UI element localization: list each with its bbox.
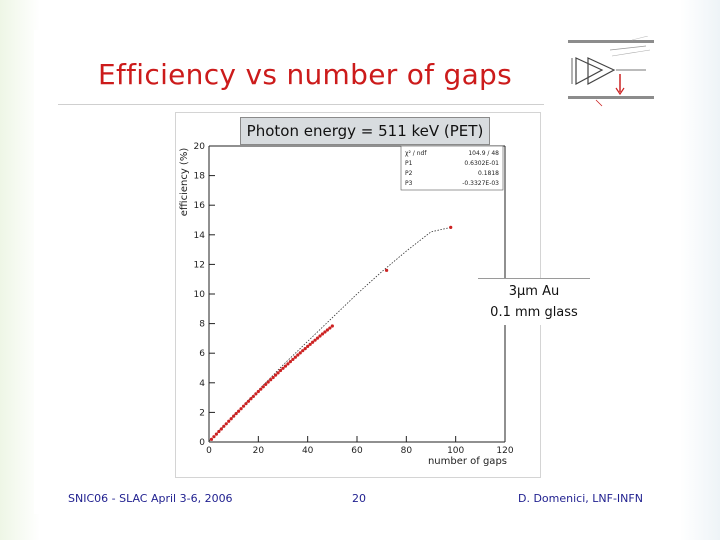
x-tick-label: 80 <box>401 446 413 456</box>
y-tick-label: 18 <box>194 172 206 182</box>
stats-value-p3: -0.3327E-03 <box>462 180 499 187</box>
stats-value-p1: 0.6302E-01 <box>464 160 499 167</box>
y-tick-label: 10 <box>194 290 206 300</box>
y-tick-label: 2 <box>199 408 205 418</box>
stats-value-p2: 0.1818 <box>478 170 499 177</box>
y-axis-title: efficiency (%) <box>179 148 190 217</box>
data-point <box>328 326 332 330</box>
data-point <box>249 397 253 401</box>
slide-title: Efficiency vs number of gaps <box>98 58 513 91</box>
data-point <box>232 414 236 418</box>
stats-label-p1: P1 <box>405 160 413 167</box>
data-point <box>296 353 300 357</box>
data-point <box>291 357 295 362</box>
data-point <box>293 355 297 359</box>
coating-glass-label: 0.1 mm glass <box>490 305 578 320</box>
data-point <box>227 419 231 423</box>
data-point <box>385 268 389 272</box>
data-point <box>278 368 283 373</box>
y-tick-label: 14 <box>194 231 206 241</box>
footer-author: D. Domenici, LNF-INFN <box>518 492 643 505</box>
footer-page-number: 20 <box>352 492 366 505</box>
x-tick-label: 100 <box>447 446 464 456</box>
data-point <box>212 435 216 439</box>
stats-value-chi2: 104.9 / 48 <box>468 150 499 157</box>
x-axis-ticks: 0 20 40 60 80 100 120 <box>206 436 514 456</box>
y-tick-label: 12 <box>194 260 205 270</box>
stats-label-chi2: χ² / ndf <box>405 150 427 157</box>
data-point <box>298 351 302 355</box>
stats-label-p2: P2 <box>405 170 413 177</box>
data-point <box>320 332 325 336</box>
x-tick-label: 40 <box>302 446 314 456</box>
data-point <box>214 432 218 436</box>
y-tick-label: 8 <box>199 320 205 330</box>
data-points <box>209 225 453 441</box>
data-point <box>222 424 226 428</box>
data-point <box>244 402 248 406</box>
data-point <box>261 385 265 389</box>
data-point <box>229 417 233 421</box>
stats-label-p3: P3 <box>405 180 413 187</box>
x-axis-title: number of gaps <box>428 456 507 467</box>
data-point <box>266 380 270 384</box>
x-tick-label: 60 <box>351 446 363 456</box>
coating-label: 3μm Au 0.1 mm glass <box>478 278 590 325</box>
data-point <box>239 407 243 411</box>
y-tick-label: 0 <box>199 438 205 448</box>
data-point <box>303 347 307 351</box>
data-point <box>306 344 310 348</box>
data-point <box>308 342 312 346</box>
y-axis-ticks: 0 2 4 6 8 10 12 14 16 18 20 <box>194 142 215 448</box>
data-point <box>224 422 228 426</box>
data-point <box>259 387 263 391</box>
data-point <box>219 427 223 431</box>
data-point <box>288 360 292 364</box>
fit-stats-box: χ² / ndf 104.9 / 48 P1 0.6302E-01 P2 0.1… <box>400 145 504 191</box>
data-point <box>286 362 290 366</box>
y-tick-label: 6 <box>199 349 205 359</box>
data-point <box>318 334 322 338</box>
data-point <box>241 404 246 408</box>
data-point <box>313 338 317 342</box>
x-tick-label: 20 <box>253 446 265 456</box>
data-point <box>237 409 241 413</box>
data-point <box>449 225 453 229</box>
data-point <box>217 429 221 434</box>
fit-curve <box>208 227 451 442</box>
data-point <box>325 328 329 332</box>
data-point <box>234 411 238 416</box>
x-tick-label: 0 <box>206 446 212 456</box>
data-point <box>246 399 251 403</box>
coating-gold-label: 3μm Au <box>508 284 560 299</box>
data-point <box>276 371 280 375</box>
y-tick-label: 16 <box>194 201 206 211</box>
y-tick-label: 20 <box>194 142 206 152</box>
data-point <box>264 382 268 387</box>
data-point <box>256 389 260 394</box>
data-point <box>311 340 315 344</box>
data-point <box>281 366 285 370</box>
footer-conference: SNIC06 - SLAC April 3-6, 2006 <box>68 492 233 505</box>
data-point <box>251 394 255 399</box>
x-tick-label: 120 <box>496 446 513 456</box>
data-point <box>315 336 320 340</box>
data-point <box>330 324 334 328</box>
title-divider <box>58 104 544 105</box>
data-point <box>323 330 327 334</box>
data-point <box>283 364 288 368</box>
detector-logo-icon <box>568 36 654 107</box>
data-point <box>209 437 214 441</box>
data-point <box>301 349 305 353</box>
photon-energy-label: Photon energy = 511 keV (PET) <box>240 117 490 145</box>
data-point <box>271 375 275 380</box>
data-point <box>274 373 278 377</box>
data-point <box>254 392 258 396</box>
y-tick-label: 4 <box>199 379 205 389</box>
data-point <box>269 378 273 382</box>
